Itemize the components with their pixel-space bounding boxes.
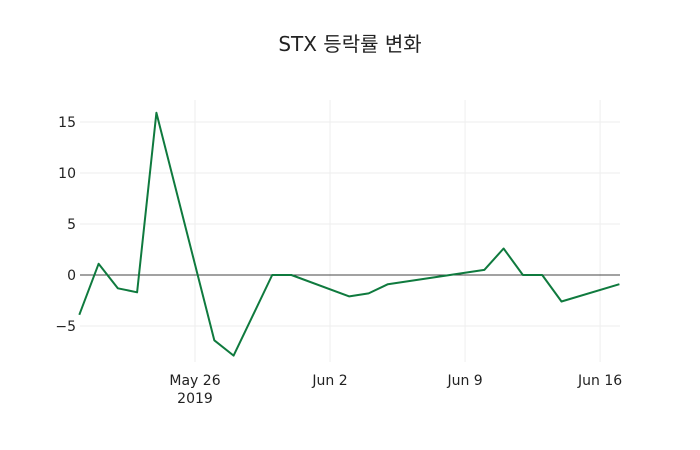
series-line-stx — [78, 111, 620, 357]
x-tick-label: May 26 — [169, 373, 220, 389]
x-tick-label: Jun 2 — [311, 373, 347, 389]
x-tick-label: Jun 9 — [446, 373, 482, 389]
chart-title: STX 등락률 변화 — [278, 32, 422, 56]
y-tick-label: 10 — [58, 166, 76, 182]
x-tick-label: Jun 16 — [577, 373, 622, 389]
y-tick-label: 15 — [58, 115, 76, 131]
y-tick-label: 5 — [67, 217, 76, 233]
x-tick-year-label: 2019 — [177, 391, 213, 407]
y-tick-label: 0 — [67, 268, 76, 284]
y-tick-label: −5 — [55, 319, 76, 335]
